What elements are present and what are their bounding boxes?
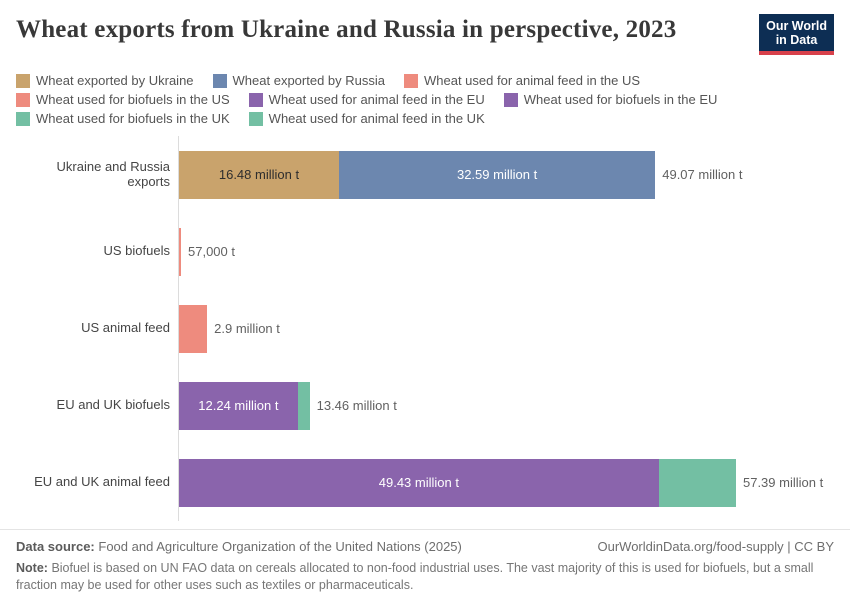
data-source-label: Data source: xyxy=(16,539,95,554)
bar-stack: 16.48 million t 32.59 million t xyxy=(179,150,656,199)
legend-swatch xyxy=(248,111,263,126)
legend-swatch xyxy=(212,73,227,88)
total-value-label: 2.9 million t xyxy=(214,321,280,336)
legend-item: Wheat used for biofuels in the UK xyxy=(16,109,230,128)
bar-segment xyxy=(297,381,310,430)
legend-label: Wheat used for animal feed in the UK xyxy=(268,111,485,126)
legend-item: Wheat used for animal feed in the EU xyxy=(248,90,485,109)
legend-label: Wheat used for biofuels in the UK xyxy=(36,111,230,126)
bar-row: EU and UK animal feed 49.43 million t 57.3… xyxy=(16,444,834,521)
owid-logo-line1: Our World xyxy=(766,19,827,33)
legend-item: Wheat exported by Ukraine xyxy=(16,71,194,90)
row-label: Ukraine and Russia exports xyxy=(56,158,170,189)
footer-note: Note: Biofuel is based on UN FAO data on… xyxy=(16,560,828,594)
axis-and-bar-track: 49.43 million t 57.39 million t xyxy=(178,444,834,521)
chart-title: Wheat exports from Ukraine and Russia in… xyxy=(16,16,677,43)
data-source-text: Food and Agriculture Organization of the… xyxy=(98,539,462,554)
legend-item: Wheat used for biofuels in the EU xyxy=(503,90,718,109)
bar-segment: 49.43 million t xyxy=(179,458,659,507)
legend-item: Wheat used for animal feed in the US xyxy=(404,71,640,90)
row-label: EU and UK biofuels xyxy=(56,397,170,413)
bar-stack: 12.24 million t xyxy=(179,381,310,430)
bar-segment: 16.48 million t xyxy=(179,150,339,199)
bar-row: Ukraine and Russia exports 16.48 million … xyxy=(16,136,834,213)
bar-chart: Ukraine and Russia exports 16.48 million … xyxy=(16,136,834,521)
row-label: EU and UK animal feed xyxy=(34,474,170,490)
legend-label: Wheat exported by Russia xyxy=(232,73,385,88)
bar-stack xyxy=(179,227,181,276)
axis-and-bar-track: 12.24 million t 13.46 million t xyxy=(178,367,834,444)
footer: Data source: Food and Agriculture Organi… xyxy=(16,530,834,594)
bar-segment xyxy=(179,227,181,276)
bar-segment: 32.59 million t xyxy=(338,150,656,199)
bar-row: EU and UK biofuels 12.24 million t 13.46 m… xyxy=(16,367,834,444)
bar-row: US animal feed 2.9 million t xyxy=(16,290,834,367)
axis-and-bar-track: 57,000 t xyxy=(178,213,834,290)
legend: Wheat exported by Ukraine Wheat exported … xyxy=(16,71,834,128)
bar-segment xyxy=(179,304,208,353)
legend-label: Wheat used for biofuels in the EU xyxy=(523,92,718,107)
total-value-label: 57.39 million t xyxy=(742,475,824,490)
note-text: Biofuel is based on UN FAO data on cerea… xyxy=(16,561,814,592)
legend-swatch xyxy=(404,73,418,88)
legend-item: Wheat used for biofuels in the US xyxy=(16,90,230,109)
bar-stack xyxy=(179,304,208,353)
bar-segment xyxy=(658,458,736,507)
legend-item: Wheat used for animal feed in the UK xyxy=(248,109,485,128)
legend-label: Wheat used for animal feed in the EU xyxy=(268,92,485,107)
legend-swatch xyxy=(16,73,30,88)
axis-and-bar-track: 16.48 million t 32.59 million t 49.07 mill… xyxy=(178,136,834,213)
axis-and-bar-track: 2.9 million t xyxy=(178,290,834,367)
row-label: US animal feed xyxy=(81,320,170,336)
legend-label: Wheat used for biofuels in the US xyxy=(36,92,230,107)
total-value-label: 57,000 t xyxy=(188,244,235,259)
data-source: Data source: Food and Agriculture Organi… xyxy=(16,539,462,554)
legend-swatch xyxy=(503,92,518,107)
footer-divider xyxy=(0,529,850,530)
note-label: Note: xyxy=(16,561,48,575)
chart-header: Wheat exports from Ukraine and Russia in… xyxy=(16,14,834,58)
legend-label: Wheat used for animal feed in the US xyxy=(424,73,641,88)
legend-label: Wheat exported by Ukraine xyxy=(36,73,194,88)
citation-link[interactable]: OurWorldinData.org/food-supply | CC BY xyxy=(597,539,834,554)
legend-swatch xyxy=(248,92,263,107)
segment-value-label: 32.59 million t xyxy=(456,167,538,182)
segment-value-label: 16.48 million t xyxy=(218,167,300,182)
total-value-label: 49.07 million t xyxy=(662,167,743,182)
row-label: US biofuels xyxy=(103,243,170,259)
owid-logo-line2: in Data xyxy=(775,33,818,47)
bar-segment: 12.24 million t xyxy=(179,381,298,430)
bar-stack: 49.43 million t xyxy=(179,458,736,507)
segment-value-label: 49.43 million t xyxy=(378,475,459,490)
legend-swatch xyxy=(16,92,30,107)
owid-logo: Our World in Data xyxy=(759,14,834,55)
legend-swatch xyxy=(16,111,30,126)
legend-item: Wheat exported by Russia xyxy=(212,71,385,90)
total-value-label: 13.46 million t xyxy=(316,398,397,413)
segment-value-label: 12.24 million t xyxy=(198,398,279,413)
bar-row: US biofuels 57,000 t xyxy=(16,213,834,290)
